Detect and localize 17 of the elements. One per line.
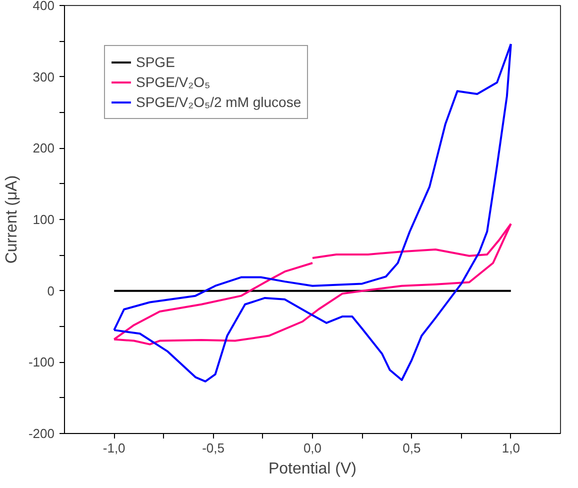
x-axis-title: Potential (V) <box>268 460 357 478</box>
x-tick-label: 0,5 <box>402 440 421 456</box>
x-tick-label: -1,0 <box>102 440 126 456</box>
x-tick-label: 0,0 <box>303 440 322 456</box>
legend-label: SPGE/V₂O₅/2 mM glucose <box>136 94 302 110</box>
y-tick-label: 100 <box>32 212 55 227</box>
legend-label: SPGE/V₂O₅ <box>136 74 210 90</box>
y-tick-label: 0 <box>47 283 55 298</box>
y-axis-title: Current (μA) <box>3 175 20 264</box>
legend-label: SPGE <box>136 54 175 70</box>
y-tick-label: -200 <box>28 426 55 441</box>
x-tick-label: 1,0 <box>502 440 520 456</box>
y-tick-label: 300 <box>32 69 55 84</box>
x-tick-label: -0,5 <box>202 440 225 456</box>
y-tick-label: -100 <box>28 354 55 370</box>
y-tick-label: 400 <box>32 0 55 13</box>
y-tick-label: 200 <box>32 140 55 156</box>
